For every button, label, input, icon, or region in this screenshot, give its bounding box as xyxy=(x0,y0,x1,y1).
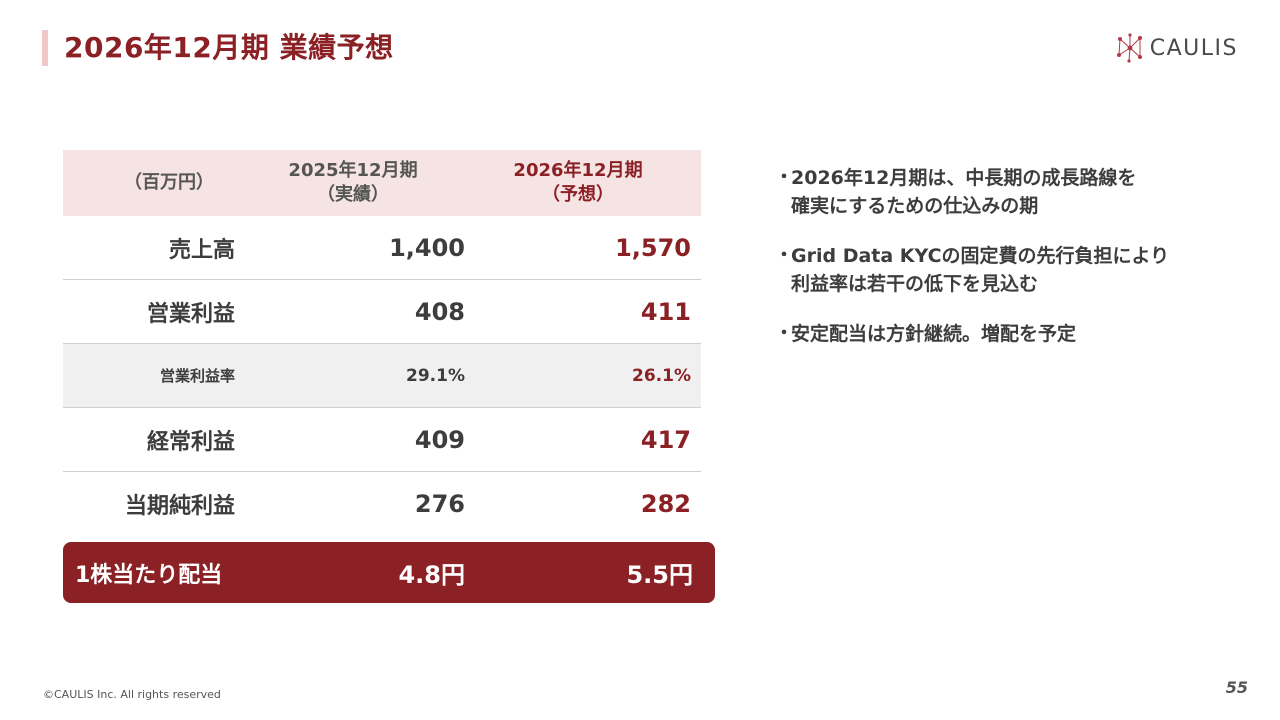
actual-value: 29.1% xyxy=(406,365,465,386)
dividend-row: 1株当たり配当 4.8円 5.5円 xyxy=(63,542,715,603)
bullet-line: 2026年12月期は、中長期の成長路線を xyxy=(791,167,1137,189)
actual-value: 276 xyxy=(414,490,465,518)
dividend-actual: 4.8円 xyxy=(398,561,465,589)
bullet-marker: ・ xyxy=(775,245,793,266)
unit-label: （百万円） xyxy=(124,172,214,193)
title-accent-bar xyxy=(42,30,48,66)
table-row: 当期純利益 276 282 xyxy=(63,472,701,536)
table-header-row: （百万円） 2025年12月期 （実績） 2026年12月期 （予想） xyxy=(63,150,701,216)
table-row: 売上高 1,400 1,570 xyxy=(63,216,701,280)
column-header-forecast-period: 2026年12月期 xyxy=(513,160,643,181)
row-label: 売上高 xyxy=(168,237,235,263)
row-label: 当期純利益 xyxy=(124,494,235,519)
logo: CAULIS xyxy=(1116,32,1238,64)
caulis-logo-icon xyxy=(1116,33,1142,63)
bullet-text: 安定配当は方針継続。増配を予定 xyxy=(791,320,1076,348)
column-header-actual: 2025年12月期 （実績） xyxy=(241,159,465,207)
table-row: 経常利益 409 417 xyxy=(63,408,701,472)
bullet-item: ・ 安定配当は方針継続。増配を予定 xyxy=(775,320,1245,348)
bullet-line: Grid Data KYCの固定費の先行負担により xyxy=(791,245,1170,267)
bullet-marker: ・ xyxy=(775,167,793,188)
column-header-forecast-type: （予想） xyxy=(542,184,614,205)
bullet-marker: ・ xyxy=(775,323,793,344)
forecast-value: 411 xyxy=(640,297,691,326)
bullet-line: 確実にするための仕込みの期 xyxy=(791,195,1039,217)
forecast-table: （百万円） 2025年12月期 （実績） 2026年12月期 （予想） 売上高 … xyxy=(63,150,701,536)
column-header-actual-type: （実績） xyxy=(317,184,389,205)
table-row: 営業利益 408 411 xyxy=(63,280,701,344)
bullet-line: 安定配当は方針継続。増配を予定 xyxy=(791,323,1077,345)
row-label: 経常利益 xyxy=(146,429,235,455)
logo-text: CAULIS xyxy=(1149,35,1238,61)
dividend-label: 1株当たり配当 xyxy=(75,562,223,588)
bullet-list: ・ 2026年12月期は、中長期の成長路線を 確実にするための仕込みの期 ・ G… xyxy=(775,164,1245,370)
page-number: 55 xyxy=(1225,678,1248,697)
column-header-forecast: 2026年12月期 （予想） xyxy=(465,159,701,207)
forecast-value: 26.1% xyxy=(632,365,691,386)
forecast-value: 282 xyxy=(640,490,691,518)
row-label: 営業利益 xyxy=(146,301,235,327)
dividend-forecast: 5.5円 xyxy=(626,561,693,589)
table-row: 営業利益率 29.1% 26.1% xyxy=(63,344,701,408)
copyright-text: ©CAULIS Inc. All rights reserved xyxy=(43,688,221,701)
bullet-item: ・ Grid Data KYCの固定費の先行負担により 利益率は若干の低下を見込… xyxy=(775,242,1245,298)
bullet-text: Grid Data KYCの固定費の先行負担により 利益率は若干の低下を見込む xyxy=(791,242,1169,298)
actual-value: 409 xyxy=(414,425,465,454)
page-title: 2026年12月期 業績予想 xyxy=(64,31,394,64)
bullet-item: ・ 2026年12月期は、中長期の成長路線を 確実にするための仕込みの期 xyxy=(775,164,1245,220)
actual-value: 408 xyxy=(414,297,465,326)
forecast-value: 1,570 xyxy=(615,233,691,262)
actual-value: 1,400 xyxy=(389,233,465,262)
forecast-value: 417 xyxy=(640,425,691,454)
column-header-actual-period: 2025年12月期 xyxy=(288,160,418,181)
bullet-line: 利益率は若干の低下を見込む xyxy=(791,273,1039,295)
row-label: 営業利益率 xyxy=(159,367,235,385)
bullet-text: 2026年12月期は、中長期の成長路線を 確実にするための仕込みの期 xyxy=(791,164,1136,220)
